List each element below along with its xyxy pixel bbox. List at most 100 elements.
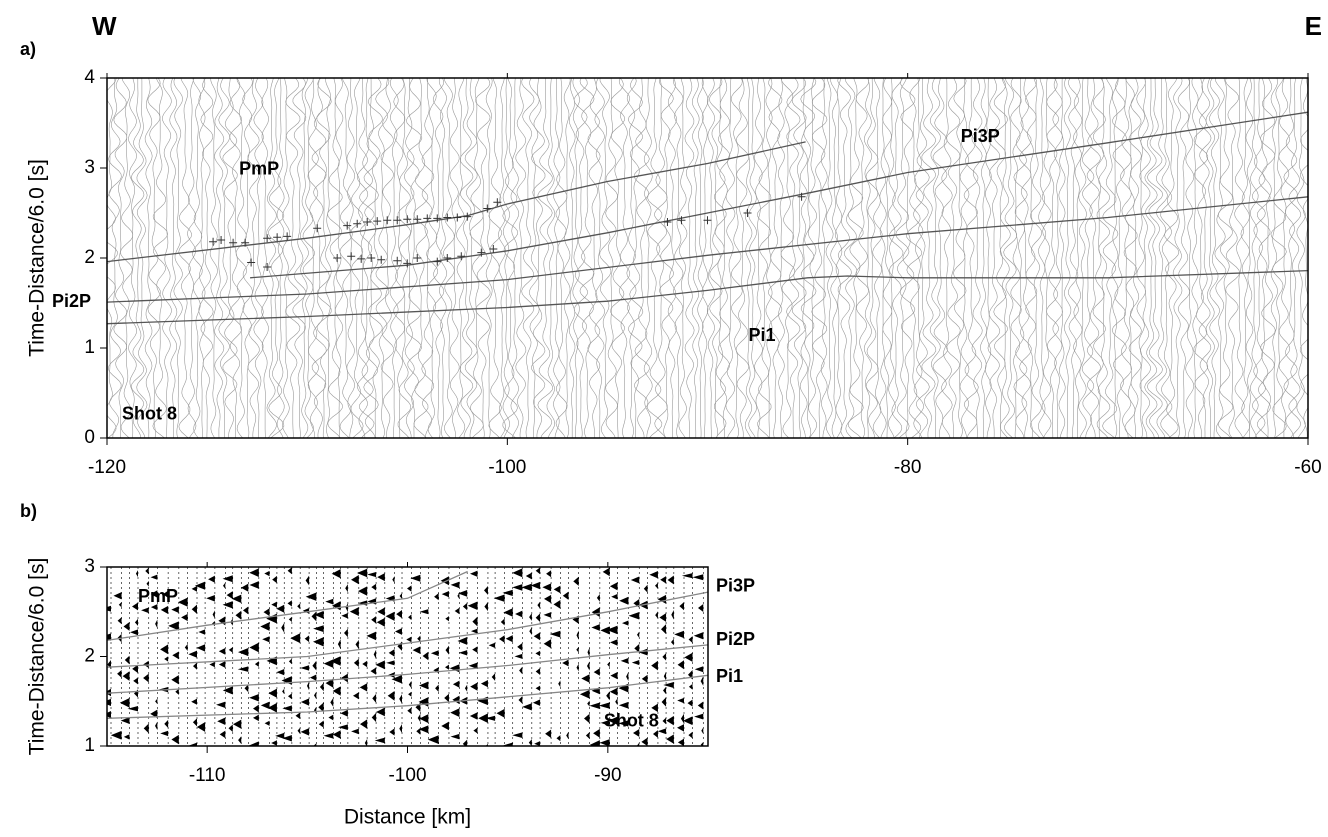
trace [1260, 78, 1276, 438]
trace-lobe [528, 739, 532, 746]
pick [493, 198, 502, 207]
trace [311, 78, 327, 438]
trace [1052, 78, 1063, 438]
trace [915, 78, 930, 438]
trace [546, 78, 556, 438]
trace-lobe [399, 593, 403, 599]
trace-lobe [282, 688, 285, 695]
pick [247, 258, 256, 267]
trace-lobe [360, 719, 368, 729]
trace [1092, 78, 1106, 438]
trace-lobe [622, 620, 629, 626]
pick [343, 221, 352, 230]
trace-lobe [223, 582, 226, 589]
trace-lobe [238, 647, 249, 657]
trace-lobe [175, 688, 179, 695]
trace-lobe [518, 696, 523, 704]
pick [367, 254, 376, 262]
trace-lobe [370, 667, 377, 675]
trace-lobe [529, 627, 532, 635]
travel-time-curve [106, 570, 468, 642]
trace-lobe [127, 705, 138, 712]
trace-lobe [288, 658, 292, 665]
trace-lobe [160, 644, 169, 655]
trace-lobe [609, 582, 618, 591]
pick [393, 216, 402, 225]
trace [1010, 78, 1022, 438]
trace-lobe [171, 675, 179, 685]
pick [443, 254, 452, 262]
trace-lobe [353, 658, 359, 667]
trace [594, 78, 606, 438]
trace [1119, 78, 1133, 438]
annotation: Pi3P [716, 575, 755, 595]
trace [1128, 78, 1142, 438]
trace [367, 78, 383, 438]
trace [147, 78, 161, 438]
seismic-traces [107, 78, 1308, 438]
trace-lobe [187, 742, 198, 746]
trace-lobe [662, 653, 667, 661]
trace-lobe [687, 699, 693, 707]
trace-lobe [206, 595, 215, 602]
trace-lobe [134, 618, 138, 626]
trace [921, 78, 937, 438]
trace-lobe [471, 628, 478, 634]
trace-lobe [512, 568, 523, 578]
trace-lobe [145, 567, 149, 575]
trace-lobe [323, 732, 334, 739]
trace-lobe [609, 687, 618, 696]
trace-lobe [419, 714, 429, 724]
trace-lobe [238, 736, 242, 744]
trace-lobe [297, 727, 301, 734]
trace-lobe [122, 671, 130, 681]
trace [397, 78, 412, 438]
trace-lobe [469, 712, 478, 720]
trace-lobe [653, 730, 658, 738]
direction-label: W [92, 11, 117, 41]
trace [959, 78, 970, 438]
travel-time-curve [106, 269, 1309, 325]
trace-lobe [312, 660, 317, 671]
trace-lobe [464, 684, 468, 692]
trace-lobe [281, 622, 285, 633]
trace-lobe [177, 597, 188, 607]
trace-lobe [150, 574, 158, 580]
trace [531, 78, 546, 438]
trace [717, 78, 731, 438]
trace [713, 78, 727, 438]
trace-lobe [373, 649, 377, 659]
trace-lobe [503, 742, 513, 746]
trace-lobe [671, 638, 674, 646]
travel-time-curve [106, 644, 709, 694]
trace-lobe [397, 641, 403, 651]
trace-lobe [470, 682, 478, 691]
trace-lobe [593, 668, 600, 676]
x-tick-label: -110 [189, 765, 226, 786]
trace-lobe [143, 673, 149, 683]
trace-lobe [477, 696, 488, 706]
trace-lobe [367, 572, 377, 578]
trace-lobe [392, 576, 395, 583]
trace-lobe [661, 697, 667, 707]
trace-lobe [264, 720, 270, 726]
trace [187, 78, 197, 438]
panel-label: a) [20, 39, 36, 59]
trace [984, 78, 992, 438]
trace-lobe [314, 691, 317, 700]
trace-lobe [160, 730, 169, 737]
annotation: PmP [138, 586, 178, 606]
trace [198, 78, 206, 438]
trace-lobe [589, 702, 600, 709]
trace-lobe [589, 740, 600, 746]
trace [1155, 78, 1168, 438]
trace-lobe [118, 602, 122, 608]
trace-lobe [576, 630, 579, 640]
trace-lobe [698, 604, 704, 612]
trace-lobe [391, 674, 403, 684]
trace [349, 78, 364, 438]
annotation: Pi2P [716, 629, 755, 649]
trace-lobe [418, 725, 429, 734]
trace-lobe [671, 609, 674, 620]
y-tick-label: 0 [84, 427, 95, 448]
